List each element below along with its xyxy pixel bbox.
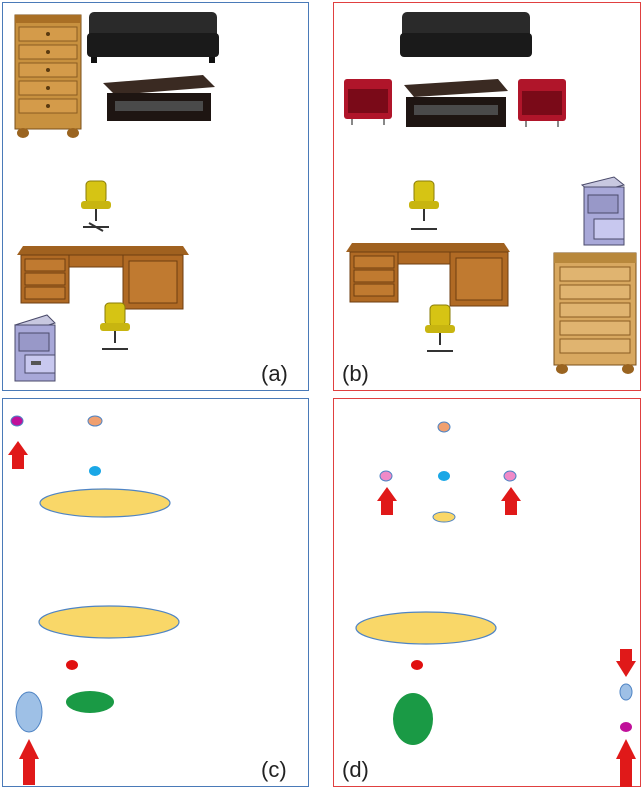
sofa-icon [400, 12, 532, 57]
desk-ellipse [38, 605, 180, 639]
panel-a-scene [14, 12, 219, 382]
panel-d: (d) [333, 398, 641, 787]
up-arrow-icon [8, 441, 28, 469]
dresser-dot [620, 722, 632, 732]
chair-dot [89, 466, 101, 476]
panel-b-scene [344, 12, 637, 374]
desk-icon [17, 246, 189, 310]
red-armchair-icon [344, 79, 392, 125]
chair-dot [438, 471, 450, 481]
down-arrow-icon [616, 649, 636, 677]
filecabinet-ellipse [15, 691, 43, 733]
panel-label: (d) [342, 757, 369, 782]
file-cabinet-icon [580, 176, 626, 246]
filecabinet-ellipse [619, 683, 633, 701]
coffee-table-icon [103, 75, 215, 121]
desk-icon [346, 243, 510, 307]
office-chair-icon [425, 304, 455, 352]
panel-c: (c) [2, 398, 309, 787]
panel-label: (b) [342, 361, 369, 386]
table-ellipse [39, 488, 171, 518]
panel-label: (a) [261, 361, 288, 386]
office-chair-icon [81, 180, 111, 232]
panel-c-scene [8, 415, 180, 785]
panel-d-scene [355, 421, 636, 787]
sofa-icon [87, 12, 219, 63]
dresser-dot [10, 415, 24, 427]
armchair-dot [379, 470, 393, 482]
green-ellipse [393, 693, 433, 745]
table-ellipse [432, 511, 456, 523]
office-chair-icon [100, 302, 130, 350]
office-chair-icon [409, 180, 439, 230]
sofa-dot [437, 421, 451, 433]
up-arrow-icon [377, 487, 397, 515]
red-armchair-icon [518, 79, 566, 127]
sofa-dot [87, 415, 103, 427]
dresser-icon [14, 14, 82, 138]
armchair-dot [503, 470, 517, 482]
panel-b: (b) [333, 2, 641, 391]
desk-ellipse [355, 611, 497, 645]
chair-dot [66, 660, 78, 670]
panel-a: (a) [2, 2, 309, 391]
coffee-table-icon [404, 79, 508, 127]
up-arrow-icon [19, 739, 39, 785]
green-ellipse [66, 691, 114, 713]
panel-label: (c) [261, 757, 287, 782]
dresser-icon [553, 252, 637, 374]
up-arrow-icon [501, 487, 521, 515]
up-arrow-icon [616, 739, 636, 787]
chair-dot [411, 660, 423, 670]
file-cabinet-icon [14, 314, 56, 382]
